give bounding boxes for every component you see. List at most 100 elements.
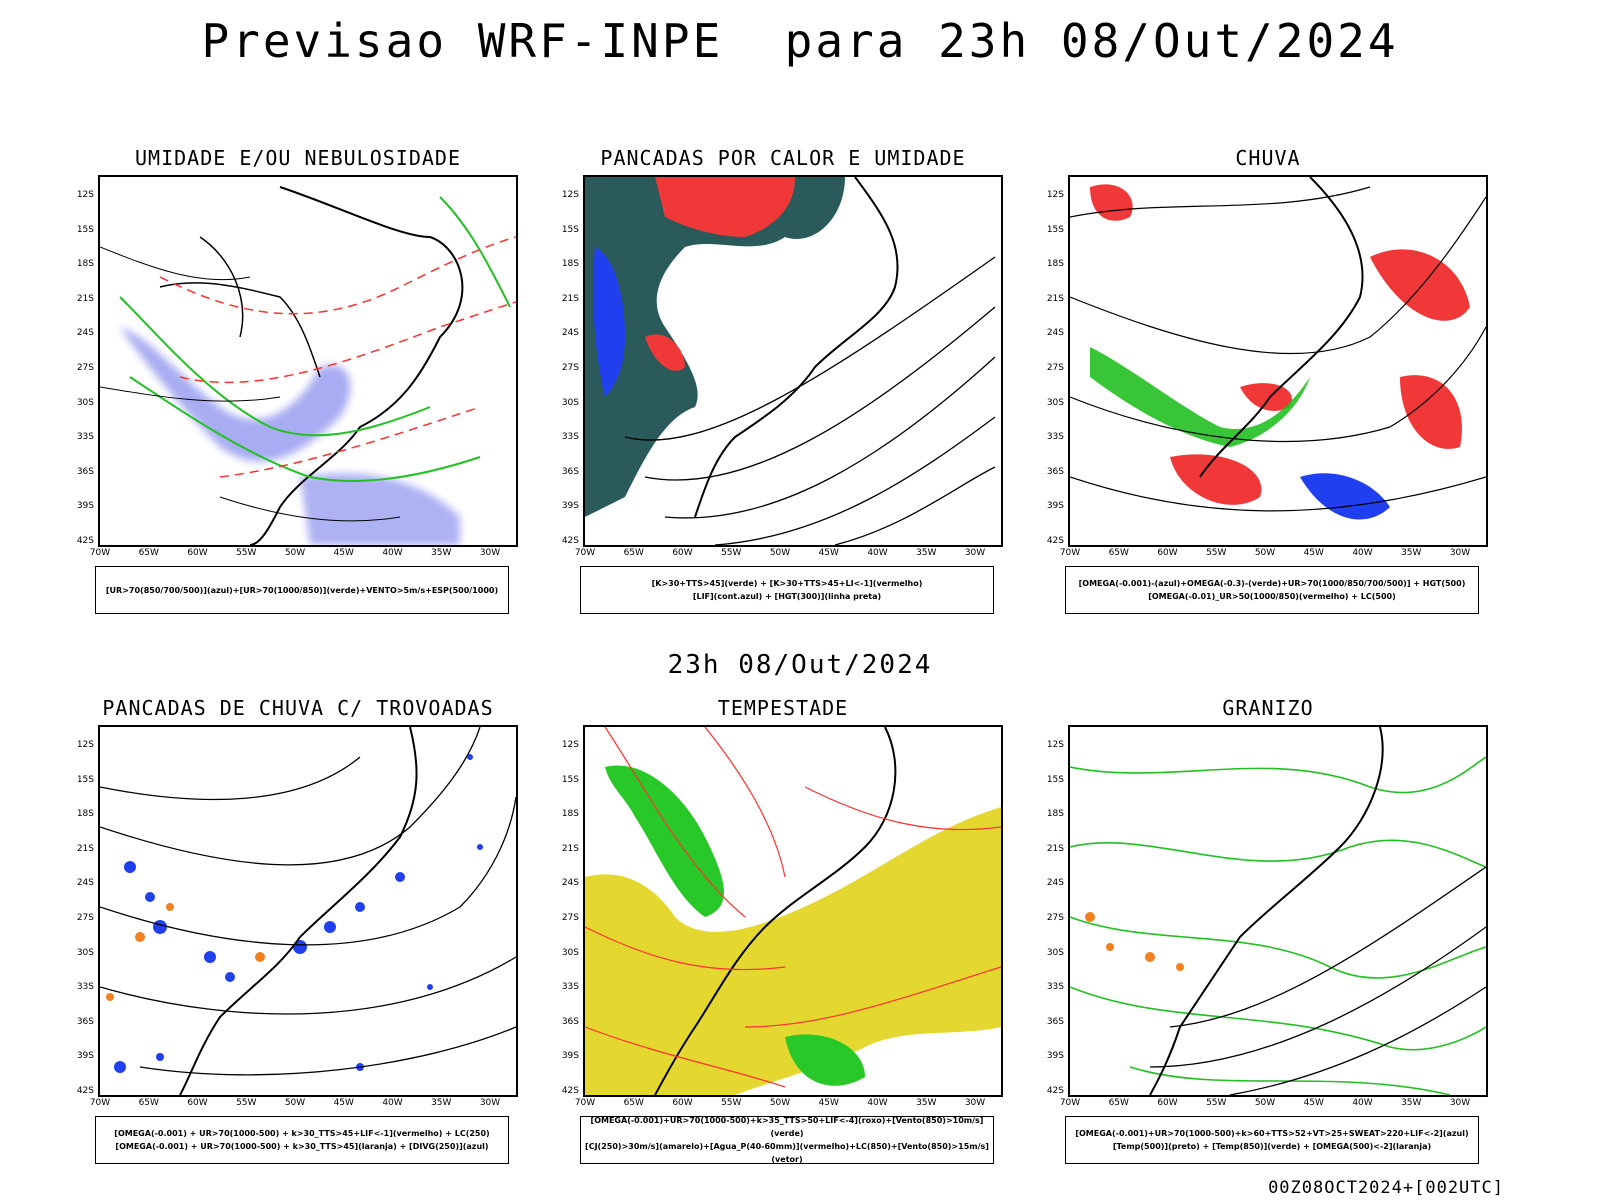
longitude-label: 55W — [1206, 548, 1227, 558]
wind-green-area — [605, 765, 724, 917]
longitude-label: 60W — [1157, 548, 1178, 558]
panel-pancadas-trovoadas: PANCADAS DE CHUVA C/ TROVOADAS 12S 15S 18S… — [58, 696, 538, 1166]
humidity-blue-area-south — [300, 473, 460, 545]
latitude-label: 18S — [76, 259, 94, 270]
latitude-label: 39S — [76, 1051, 94, 1062]
latitude-label: 30S — [561, 397, 579, 408]
longitude-label: 50W — [284, 548, 306, 558]
legend-line: [OMEGA(-0.001)-(azul)+OMEGA(-0.3)-(verde… — [1078, 579, 1466, 588]
panel-title: PANCADAS POR CALOR E UMIDADE — [600, 146, 966, 170]
rain-red-patches — [1090, 184, 1470, 505]
latitude-label: 30S — [76, 397, 94, 408]
longitude-label: 65W — [1108, 1098, 1129, 1108]
latitude-label: 30S — [1046, 947, 1064, 958]
longitude-label: 35W — [431, 548, 452, 558]
longitude-label: 50W — [769, 548, 791, 558]
longitude-label: 65W — [138, 548, 159, 558]
panel-tempestade: TEMPESTADE 12S 15S 18S 21S 24S 27S 30S 33S 36S 39… — [543, 696, 1023, 1166]
latitude-label: 18S — [561, 809, 579, 820]
latitude-label: 42S — [561, 1086, 579, 1096]
latitude-label: 30S — [561, 947, 579, 958]
latitude-label: 27S — [76, 363, 94, 373]
latitude-label: 15S — [561, 224, 579, 235]
latitude-label: 15S — [1046, 774, 1064, 785]
latitude-label: 36S — [1046, 466, 1064, 477]
map-umidade — [98, 175, 518, 547]
latitude-axis: 12S 15S 18S 21S 24S 27S 30S 33S 36S 39S 42S — [1028, 175, 1066, 547]
longitude-label: 65W — [623, 548, 644, 558]
latitude-label: 39S — [1046, 1051, 1064, 1062]
latitude-label: 33S — [1046, 432, 1064, 443]
latitude-label: 27S — [76, 913, 94, 923]
longitude-label: 65W — [623, 1098, 644, 1108]
subtitle: 23h 08/Out/2024 — [667, 650, 933, 680]
latitude-label: 24S — [76, 328, 94, 339]
latitude-label: 24S — [1046, 878, 1064, 889]
longitude-axis: 70W 65W 60W 55W 50W 45W 40W 35W 30W — [90, 1098, 518, 1110]
longitude-label: 70W — [1059, 548, 1081, 558]
coastline — [1199, 177, 1364, 478]
longitude-label: 55W — [1206, 1098, 1227, 1108]
red-dashed-contours — [159, 236, 516, 478]
latitude-label: 33S — [76, 982, 94, 993]
latitude-label: 27S — [1046, 363, 1064, 373]
green-omega-area — [1090, 347, 1310, 447]
legend-line: [K>30+TTS>45](verde) + [K>30+TTS>45+LI<-… — [651, 579, 923, 588]
latitude-label: 30S — [76, 947, 94, 958]
latitude-label: 15S — [76, 774, 94, 785]
longitude-label: 30W — [479, 548, 501, 558]
longitude-label: 70W — [89, 1098, 111, 1108]
latitude-label: 24S — [76, 878, 94, 889]
longitude-label: 40W — [867, 548, 888, 558]
blue-lif-area — [593, 247, 625, 397]
longitude-label: 55W — [721, 1098, 742, 1108]
coastline — [179, 727, 418, 1095]
latitude-label: 39S — [561, 1051, 579, 1062]
longitude-label: 45W — [333, 548, 354, 558]
map-pancadas-calor-svg — [585, 177, 996, 545]
coastline — [249, 186, 464, 545]
map-granizo — [1068, 725, 1488, 1097]
legend-line: [CJ(250)>30m/s](amarelo)+[Agua_P(40-60mm… — [585, 1142, 989, 1164]
latitude-label: 36S — [76, 1016, 94, 1027]
humidity-blue-area — [120, 327, 351, 462]
legend-pancadas-trovoadas: [OMEGA(-0.001) + UR>70(1000-500) + k>30_… — [95, 1116, 509, 1164]
legend-line: [LIF](cont.azul) + [HGT(300)](linha pret… — [692, 592, 882, 601]
height-contours — [1070, 186, 1486, 512]
panel-granizo: GRANIZO 12S 15S 18S 21S 24S 27S 30S 33S 36S 39S 42… — [1028, 696, 1508, 1166]
latitude-label: 18S — [76, 809, 94, 820]
longitude-label: 35W — [1401, 1098, 1422, 1108]
latitude-label: 36S — [561, 466, 579, 477]
latitude-label: 33S — [1046, 982, 1064, 993]
longitude-label: 50W — [1254, 548, 1276, 558]
longitude-axis: 70W 65W 60W 55W 50W 45W 40W 35W 30W — [1060, 548, 1488, 560]
longitude-label: 40W — [1352, 548, 1373, 558]
latitude-label: 33S — [76, 432, 94, 443]
latitude-label: 21S — [1046, 843, 1064, 854]
longitude-label: 65W — [1108, 548, 1129, 558]
latitude-label: 42S — [561, 536, 579, 546]
latitude-label: 27S — [1046, 913, 1064, 923]
map-tempestade-svg — [585, 727, 1001, 1095]
legend-umidade: [UR>70(850/700/500)](azul)+[UR>70(1000/8… — [95, 566, 509, 614]
panel-pancadas-calor: PANCADAS POR CALOR E UMIDADE 12S 15S 18S 21… — [543, 146, 1023, 616]
latitude-label: 21S — [1046, 293, 1064, 304]
legend-line: [UR>70(850/700/500)](azul)+[UR>70(1000/8… — [105, 585, 499, 595]
longitude-label: 60W — [672, 548, 693, 558]
main-title: Previsao WRF-INPE para 23h 08/Out/2024 — [201, 14, 1399, 68]
panel-title: CHUVA — [1235, 146, 1301, 170]
longitude-label: 55W — [721, 548, 742, 558]
orange-areas — [106, 903, 265, 1001]
longitude-axis: 70W 65W 60W 55W 50W 45W 40W 35W 30W — [575, 1098, 1003, 1110]
map-tempestade — [583, 725, 1003, 1097]
map-chuva-svg — [1070, 177, 1486, 520]
longitude-label: 45W — [1303, 548, 1324, 558]
latitude-label: 39S — [561, 501, 579, 512]
height-contours — [624, 256, 996, 545]
coastline — [694, 177, 899, 518]
legend-line: [OMEGA(-0.001)+UR>70(1000-500)+k>60+TTS>… — [1075, 1129, 1469, 1138]
latitude-label: 33S — [561, 432, 579, 443]
longitude-label: 30W — [1449, 1098, 1471, 1108]
blue-omega-area — [1300, 473, 1390, 520]
longitude-label: 45W — [818, 1098, 839, 1108]
